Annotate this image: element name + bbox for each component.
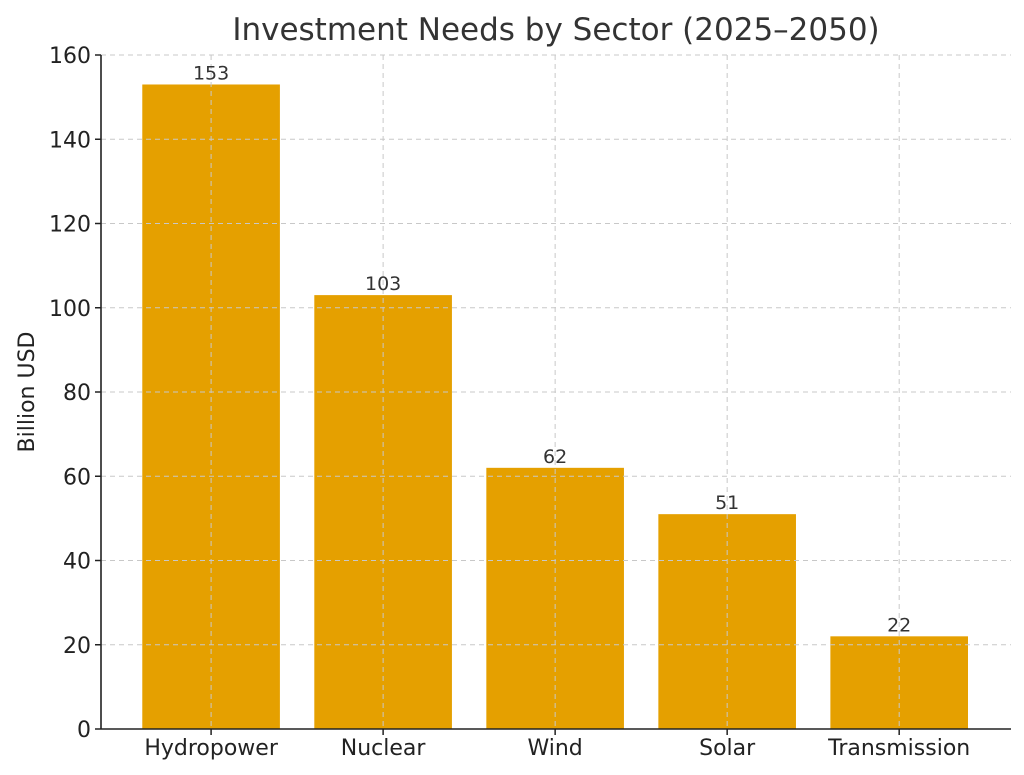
data-label: 153 xyxy=(193,62,229,84)
x-tick-label: Wind xyxy=(527,736,582,761)
y-tick-label: 20 xyxy=(63,634,91,659)
bar-nuclear xyxy=(314,295,452,729)
y-tick-label: 60 xyxy=(63,465,91,490)
y-tick-label: 140 xyxy=(49,128,91,153)
data-label: 51 xyxy=(715,492,739,514)
x-tick-label: Solar xyxy=(699,736,756,761)
y-tick-label: 160 xyxy=(49,44,91,69)
y-axis-label: Billion USD xyxy=(15,332,40,453)
x-tick-label: Transmission xyxy=(827,736,970,761)
data-label: 62 xyxy=(543,446,567,468)
chart-title: Investment Needs by Sector (2025–2050) xyxy=(232,12,879,48)
y-tick-label: 80 xyxy=(63,381,91,406)
y-tick-label: 40 xyxy=(63,550,91,575)
bar-solar xyxy=(658,514,796,729)
x-tick-label: Hydropower xyxy=(144,736,279,761)
y-tick-label: 100 xyxy=(49,297,91,322)
y-tick-label: 0 xyxy=(77,718,91,743)
data-label: 103 xyxy=(365,273,401,295)
data-label: 22 xyxy=(887,614,911,636)
y-tick-label: 120 xyxy=(49,213,91,238)
x-tick-label: Nuclear xyxy=(341,736,427,761)
